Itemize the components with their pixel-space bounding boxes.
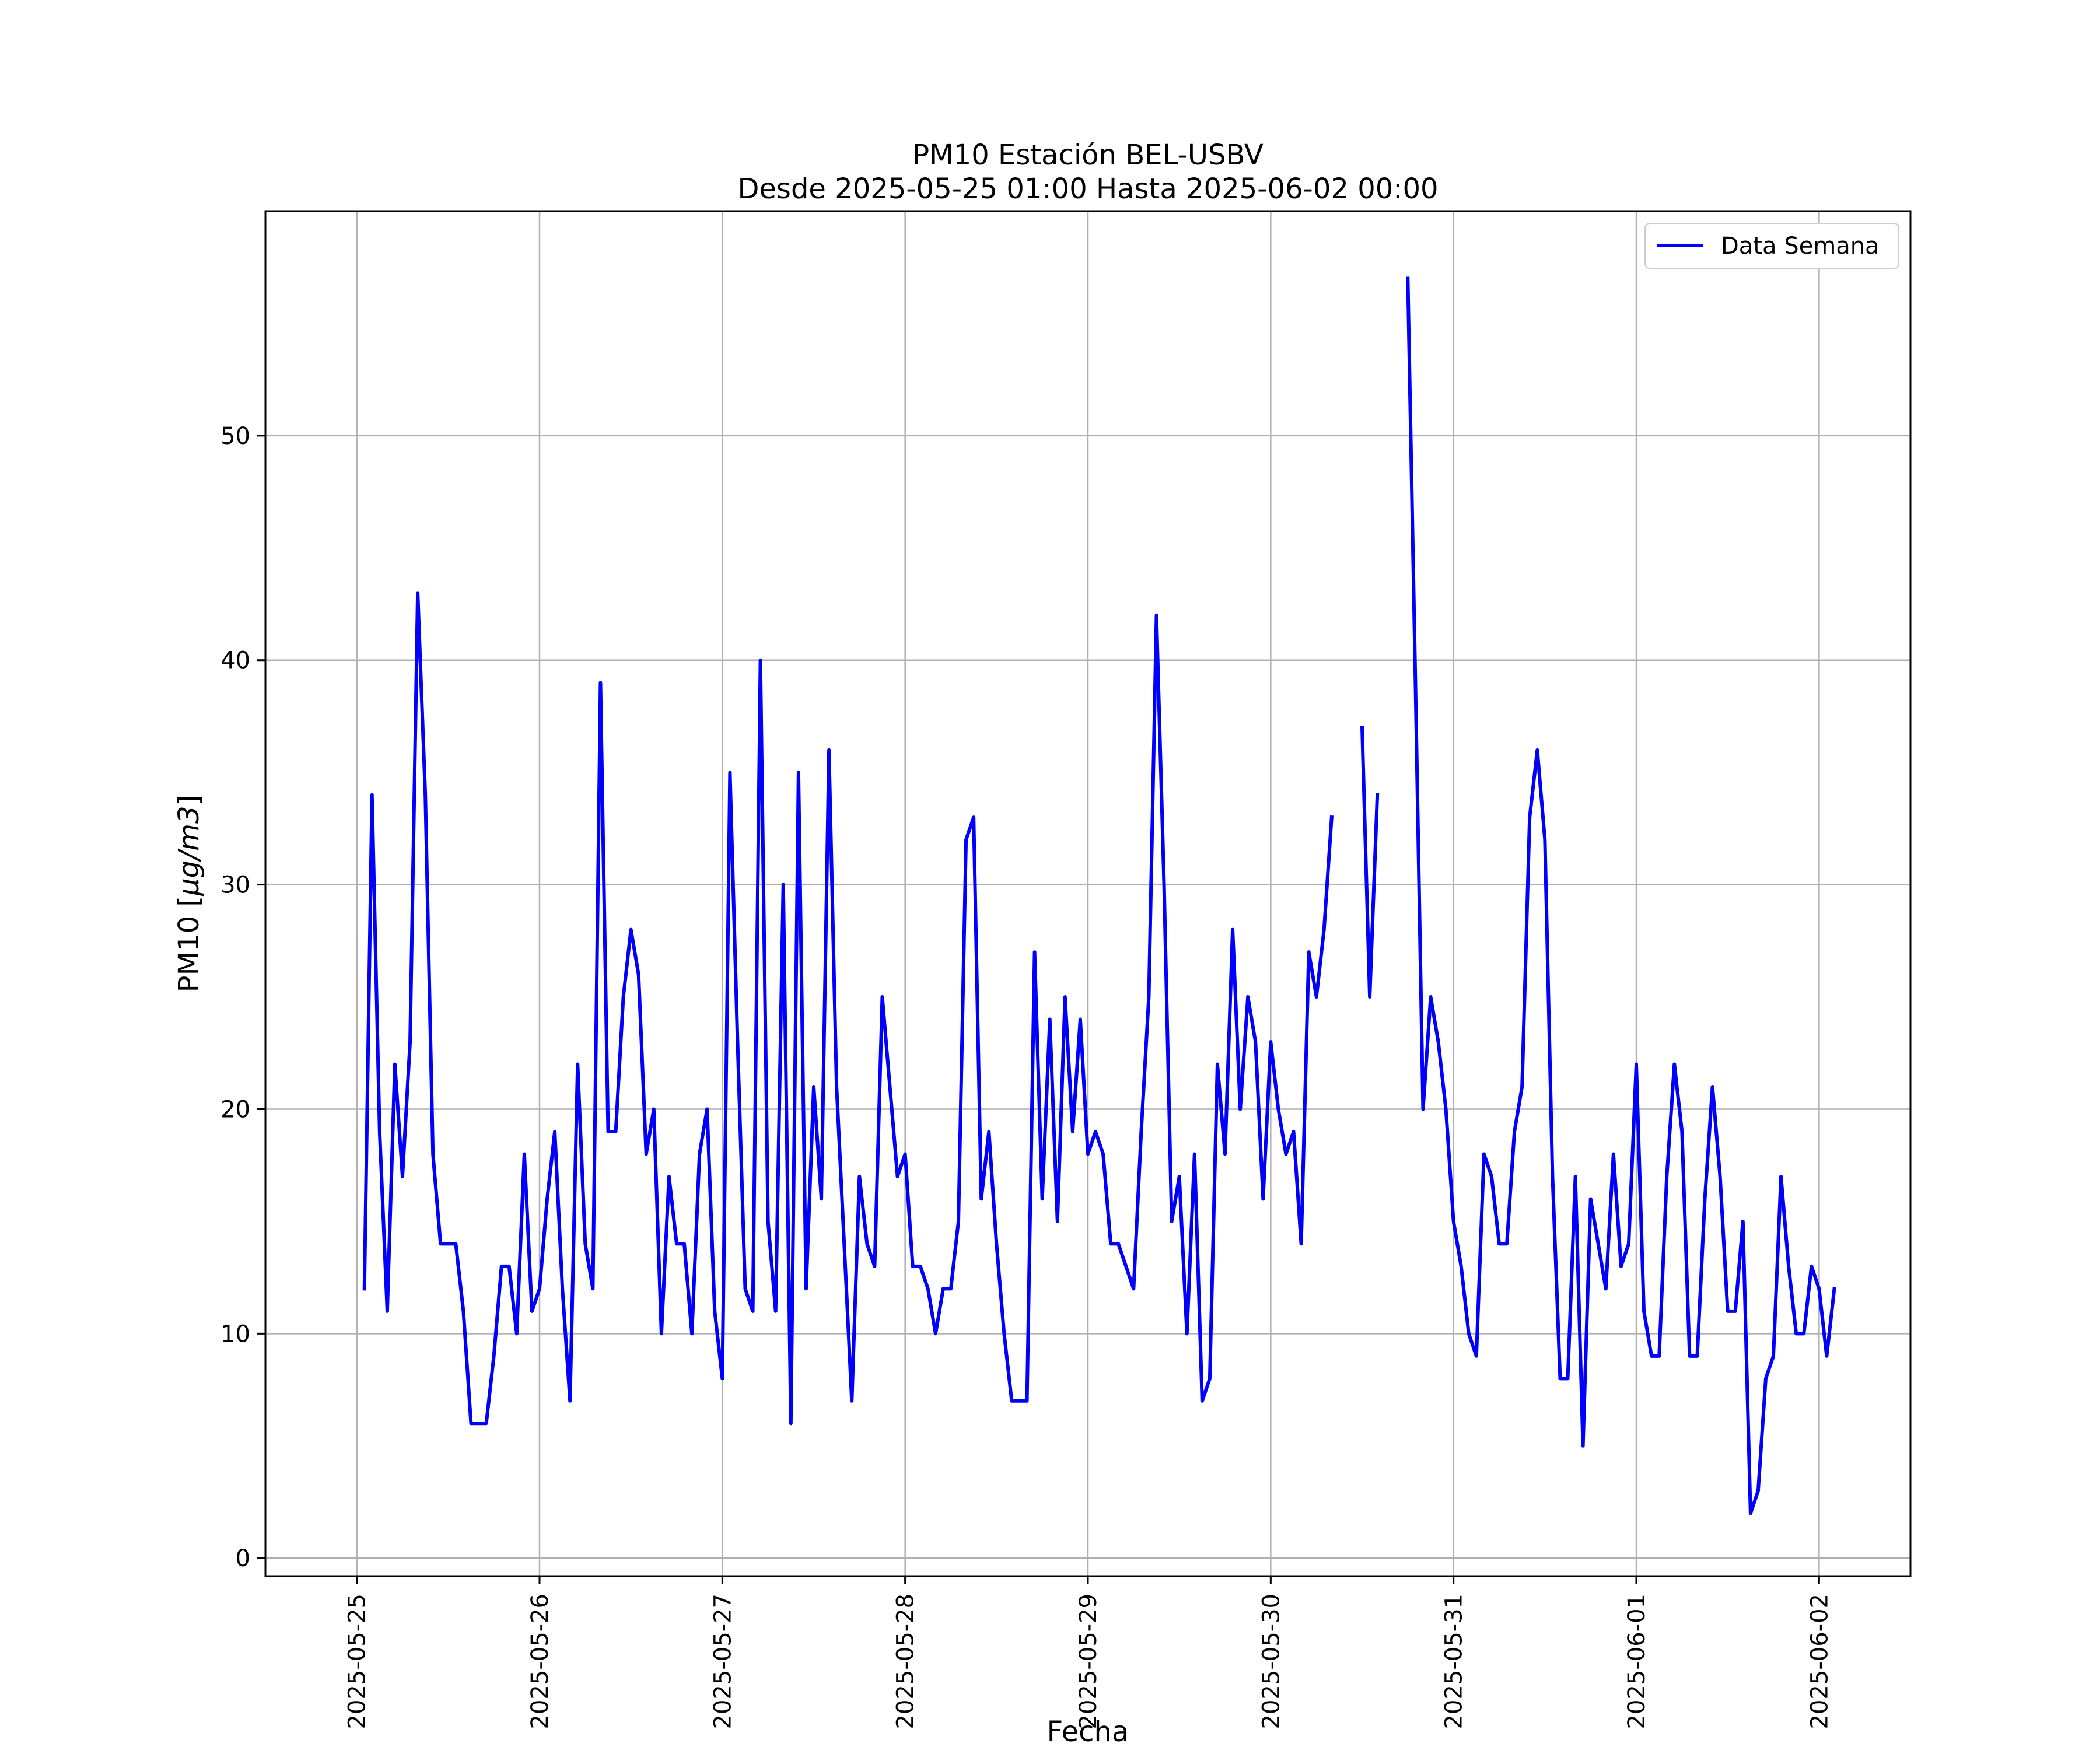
series-line [362, 276, 1836, 1516]
y-tick-label: 30 [220, 872, 250, 899]
y-tick-label: 40 [220, 648, 250, 674]
legend: Data Semana [1644, 223, 1899, 269]
y-axis-label-suffix: ] [173, 795, 205, 806]
chart-subtitle: Desde 2025-05-25 01:00 Hasta 2025-06-02 … [737, 173, 1438, 205]
chart-title: PM10 Estación BEL-USBV [912, 139, 1264, 172]
x-tick-label: 2025-05-25 [344, 1594, 371, 1729]
grid [265, 211, 1910, 1576]
x-tick-label: 2025-05-27 [709, 1594, 736, 1729]
x-axis-label: Fecha [1047, 1716, 1129, 1748]
y-axis-ticks: 0 10 20 30 40 50 [220, 423, 265, 1572]
y-axis-label: PM10 [μg/m3] [173, 795, 205, 993]
y-axis-label-prefix: PM10 [ [173, 896, 205, 992]
x-tick-label: 2025-05-26 [527, 1594, 554, 1729]
x-tick-label: 2025-05-30 [1258, 1594, 1284, 1729]
legend-label: Data Semana [1721, 233, 1880, 260]
y-tick-label: 0 [236, 1545, 250, 1572]
y-tick-label: 20 [220, 1096, 250, 1123]
x-tick-label: 2025-06-01 [1623, 1594, 1650, 1729]
x-axis-ticks: 2025-05-25 2025-05-26 2025-05-27 2025-05-28… [344, 1576, 1833, 1729]
x-tick-label: 2025-06-02 [1806, 1594, 1833, 1729]
y-axis-label-unit: μg/m3 [173, 806, 205, 896]
y-tick-label: 50 [220, 423, 250, 450]
x-tick-label: 2025-05-28 [892, 1594, 919, 1729]
y-tick-label: 10 [220, 1321, 250, 1348]
series-layer [362, 276, 1836, 1516]
legend-box [1644, 223, 1899, 269]
x-tick-label: 2025-05-31 [1441, 1594, 1468, 1729]
x-tick-label: 2025-05-29 [1075, 1594, 1102, 1729]
